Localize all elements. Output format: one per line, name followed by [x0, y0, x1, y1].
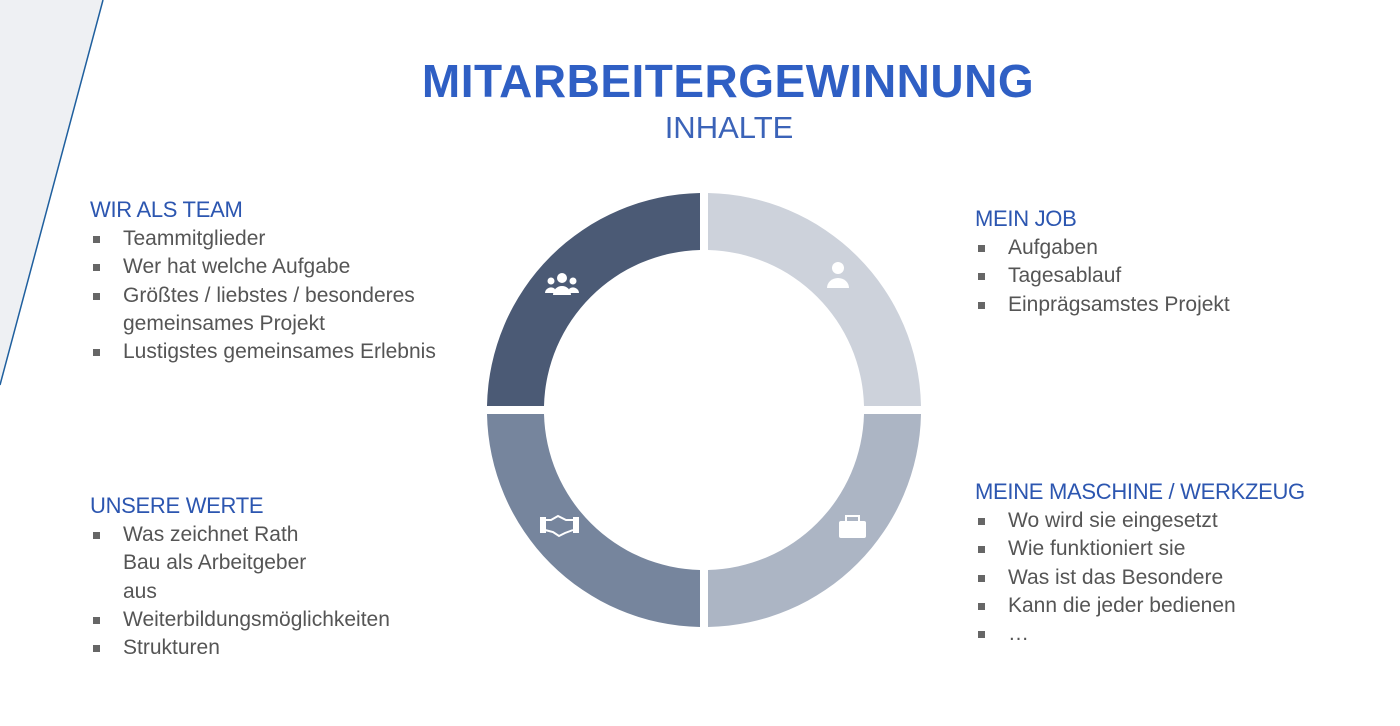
bullet-item: Lustigstes gemeinsames Erlebnis	[90, 338, 460, 366]
title: MITARBEITERGEWINNUNG	[421, 55, 1035, 107]
bullet-item: Einprägsamstes Projekt	[975, 291, 1335, 319]
bullet-item: Strukturen	[90, 634, 340, 662]
section-title: MEINE MASCHINE / WERKZEUG	[975, 479, 1305, 504]
section-title: MEIN JOB	[975, 206, 1077, 231]
toolbox-icon	[839, 515, 866, 538]
section: WIR ALS TEAM Teammitglieder Wer hat welche…	[90, 197, 460, 366]
bullet-item: Wie funktioniert sie	[975, 535, 1375, 563]
ring-segment	[708, 414, 921, 627]
bullet-item: Aufgaben	[975, 234, 1335, 262]
bullet-list: Was zeichnet Rath Bau als Arbeitgeber au…	[90, 521, 390, 662]
bullet-item: Was zeichnet Rath Bau als Arbeitgeber au…	[90, 521, 340, 606]
ring-segment	[487, 193, 700, 406]
handshake-icon	[540, 514, 579, 538]
section: MEINE MASCHINE / WERKZEUG Wo wird sie ein…	[975, 479, 1375, 648]
section-title: UNSERE WERTE	[90, 493, 264, 518]
bullet-item: Größtes / liebstes / besonderes gemeinsa…	[90, 282, 460, 339]
section-title: WIR ALS TEAM	[90, 197, 243, 222]
person-icon	[827, 262, 849, 288]
ring-segment	[708, 193, 921, 406]
bullet-item: Weiterbildungsmöglichkeiten	[90, 606, 390, 634]
bullet-list: Wo wird sie eingesetzt Wie funktioniert s…	[975, 507, 1375, 648]
subtitle: INHALTE	[664, 110, 794, 145]
ring-segment	[487, 414, 700, 627]
bullet-item: Kann die jeder bedienen	[975, 592, 1375, 620]
bullet-item: Wo wird sie eingesetzt	[975, 507, 1375, 535]
bullet-item: …	[975, 620, 1375, 648]
diagonal-line	[0, 0, 104, 386]
bullet-item: Tagesablauf	[975, 262, 1335, 290]
bullet-list: Teammitglieder Wer hat welche Aufgabe Größ…	[90, 225, 460, 366]
section: UNSERE WERTE Was zeichnet Rath Bau als Ar…	[90, 493, 390, 662]
bullet-item: Was ist das Besondere	[975, 564, 1375, 592]
bullet-item: Teammitglieder	[90, 225, 460, 253]
section: MEIN JOB Aufgaben Tagesablauf Einprägsamste…	[975, 206, 1335, 319]
team-icon	[545, 273, 579, 295]
bullet-item: Wer hat welche Aufgabe	[90, 253, 460, 281]
bullet-list: Aufgaben Tagesablauf Einprägsamstes Projek…	[975, 234, 1335, 319]
